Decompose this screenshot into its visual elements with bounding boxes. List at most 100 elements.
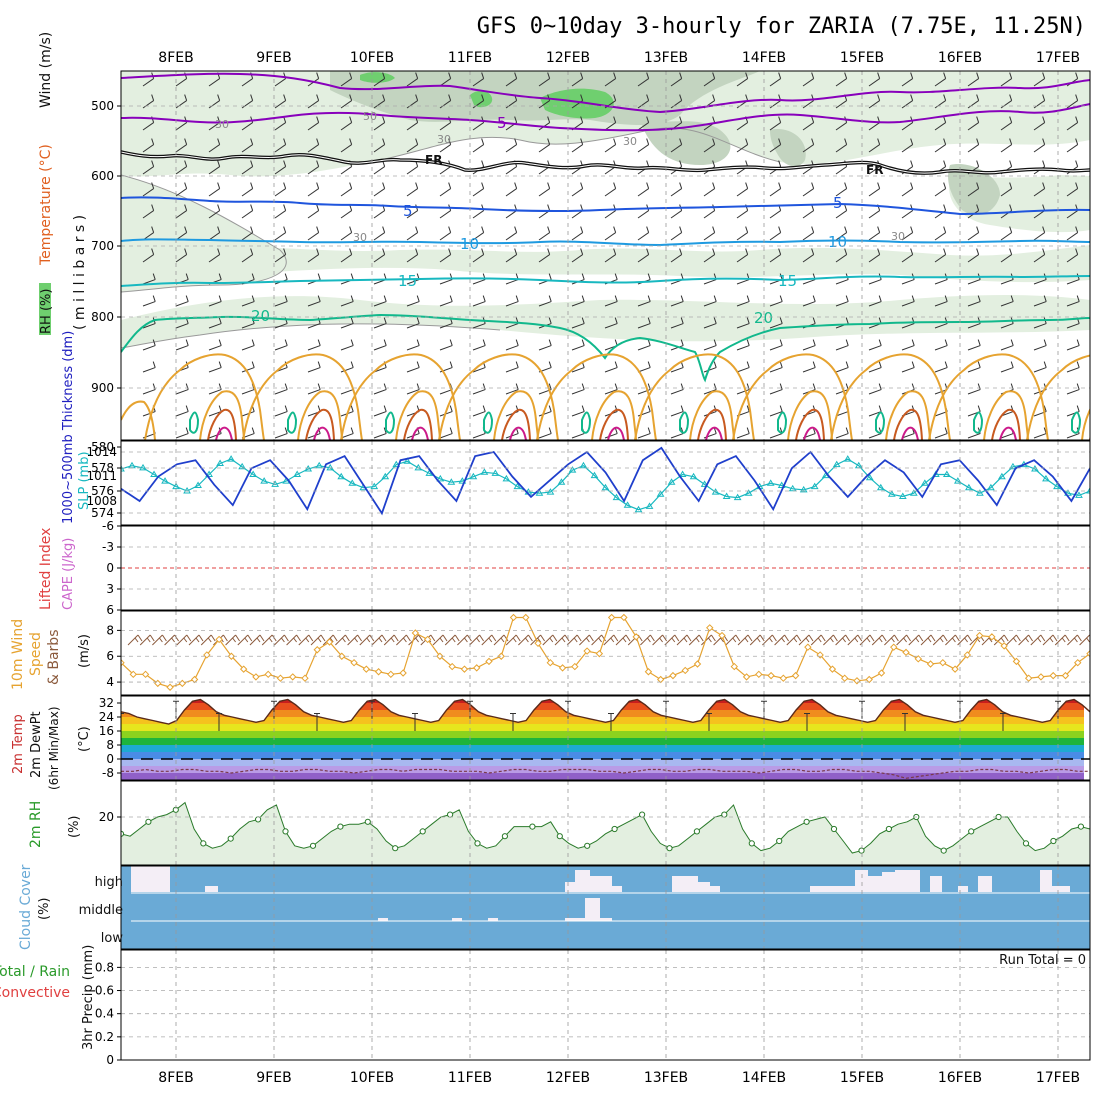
- wind-barb: [967, 248, 980, 263]
- axis-titles: RH (%) Temperature (°C) Wind (m/s) ( m i…: [0, 32, 1086, 1050]
- wind-speed-point: [129, 670, 137, 679]
- cloud-block: [1052, 886, 1070, 892]
- wind-barb: [340, 94, 353, 109]
- cloud-block: [910, 870, 920, 892]
- bl-contour-teal: [287, 411, 298, 434]
- thickness-point: [293, 470, 302, 477]
- wind-barb: [274, 94, 287, 109]
- bl-contour-brown: [893, 408, 923, 440]
- ylabel-cloud-unit: (%): [37, 898, 52, 921]
- surface-wind-barb: [566, 634, 582, 646]
- thickness-point: [194, 481, 202, 488]
- panel-frame: [120, 610, 1091, 696]
- surface-wind-barb: [737, 634, 753, 646]
- rh-point: [858, 847, 865, 854]
- wind-barb: [274, 383, 288, 395]
- wind-barb: [967, 295, 981, 307]
- wind-speed-point: [693, 660, 702, 668]
- rh-shade-light-4: [121, 295, 1090, 348]
- wind-barb: [175, 339, 189, 351]
- wind-barb: [208, 94, 221, 109]
- y-tick-label: 8: [106, 738, 114, 752]
- thickness-point: [326, 463, 335, 471]
- surface-wind-barb: [640, 634, 655, 646]
- surface-wind-barb: [749, 634, 765, 646]
- wind-barb: [307, 248, 320, 263]
- thickness-point: [315, 461, 324, 469]
- wind-barb: [571, 339, 585, 351]
- rh-point: [419, 828, 426, 835]
- wind-speed-point: [1037, 673, 1045, 681]
- surface-wind-barb: [957, 634, 973, 646]
- wind-barb: [769, 116, 782, 131]
- bl-contour-teal: [581, 411, 592, 434]
- wind-barb: [472, 383, 486, 395]
- wind-barb: [208, 248, 221, 263]
- rh-point: [392, 845, 399, 852]
- wind-barb: [604, 248, 617, 263]
- surface-wind-barb: [798, 634, 814, 646]
- wind-barb: [1066, 295, 1080, 307]
- wind-barb: [934, 295, 948, 307]
- wind-barb: [340, 72, 353, 87]
- wind-barb: [241, 339, 255, 351]
- ylabel-temp: Temperature (°C): [38, 144, 54, 266]
- wind-speed-point: [791, 671, 800, 680]
- wind-barb: [670, 182, 683, 197]
- surface-wind-barb: [225, 634, 241, 646]
- label-cyan-15a: 15: [398, 272, 417, 290]
- bottom-date-label: 16FEB: [938, 1070, 982, 1086]
- wind-speed-point: [399, 669, 407, 677]
- bl-contour-brown: [991, 408, 1021, 440]
- rh-point: [748, 840, 755, 847]
- wind-speed-point: [362, 665, 371, 673]
- surface-wind-barb: [310, 634, 326, 646]
- surface-wind-barb: [701, 634, 716, 646]
- wind-barb: [439, 94, 452, 109]
- rh-point: [145, 818, 152, 825]
- cloud-block: [978, 876, 992, 892]
- rh-shade-mid-4: [770, 129, 806, 167]
- wind-barb: [637, 317, 651, 329]
- thickness-point: [667, 478, 676, 485]
- wind-barb: [175, 204, 188, 219]
- rh-contour-30b: [379, 127, 781, 163]
- wind-speed-point: [718, 631, 726, 640]
- bl-contour-brown: [305, 408, 335, 440]
- wind-barb: [175, 160, 188, 175]
- thickness-point: [227, 455, 235, 462]
- wind-barb: [274, 160, 287, 175]
- panel-frame: [120, 780, 1091, 866]
- wind-barb: [1033, 226, 1046, 241]
- wind-barb: [538, 295, 552, 307]
- wind-barb: [406, 182, 419, 197]
- wind-barb: [1000, 138, 1013, 153]
- wind-barb: [208, 160, 221, 175]
- bl-contour-brown: [403, 408, 433, 440]
- wind-barb: [868, 248, 881, 263]
- wind-barb: [901, 72, 914, 87]
- surface-wind-barb: [152, 634, 167, 646]
- wind-speed-point: [914, 655, 922, 663]
- wind-barb: [736, 427, 750, 439]
- wind-barb: [802, 226, 815, 241]
- wind-speed-point: [239, 665, 248, 673]
- wind-barb: [835, 248, 848, 263]
- wind-barb: [241, 226, 254, 241]
- wind-speed-point: [374, 668, 383, 676]
- wind-barb: [274, 427, 288, 439]
- wind-barb: [439, 383, 453, 395]
- ylabel-temp2m: 2m Temp: [11, 714, 26, 774]
- dewpoint-line: [121, 768, 1090, 779]
- rh-point: [364, 818, 371, 825]
- wind-barb: [736, 138, 749, 153]
- bl-contour-magenta: [901, 426, 919, 440]
- bottom-date-label: 15FEB: [840, 1070, 884, 1086]
- wind-barb: [142, 339, 156, 351]
- wind-barb: [142, 160, 155, 175]
- bl-contour-orange: [242, 353, 363, 440]
- label-rh-30c: 30: [623, 135, 637, 148]
- rh-point: [200, 840, 207, 847]
- wind-barb: [769, 72, 782, 87]
